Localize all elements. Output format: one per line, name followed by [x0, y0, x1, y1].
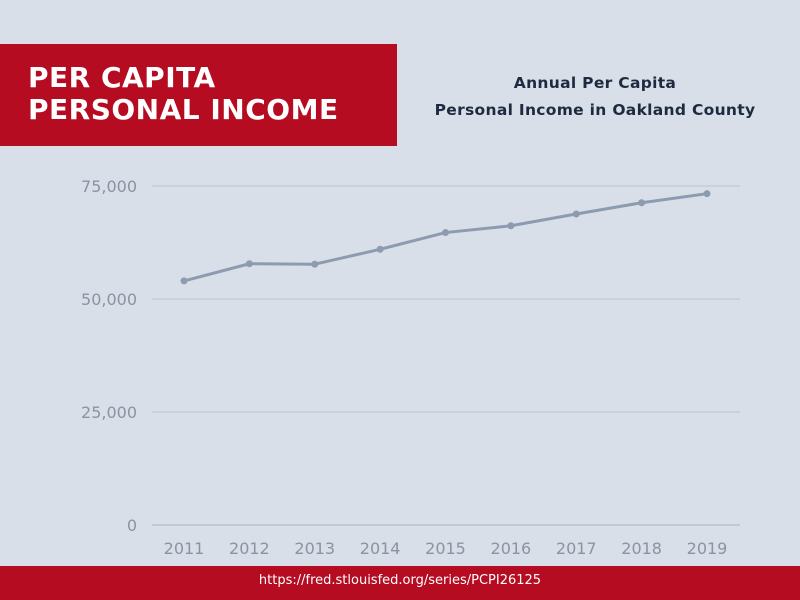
data-point [442, 229, 449, 237]
line-chart: 0 25,000 50,000 75,000 2011 2012 2013 2014 2015… [81, 177, 740, 558]
data-point [245, 260, 253, 268]
data-point [311, 260, 319, 268]
subtitle-line-1: Annual Per Capita [513, 74, 677, 92]
y-tick-label: 75,000 [81, 177, 137, 196]
x-tick-label: 2014 [360, 539, 401, 558]
data-point [507, 222, 515, 230]
data-point [180, 277, 188, 285]
data-series [180, 190, 711, 285]
x-tick-label: 2018 [621, 539, 662, 558]
x-tick-label: 2015 [425, 539, 466, 558]
x-axis-tick-labels: 2011 2012 2013 2014 2015 2016 2017 2018 2019 [164, 539, 728, 558]
y-tick-label: 0 [127, 516, 137, 535]
x-tick-label: 2012 [229, 539, 270, 558]
data-point [572, 210, 580, 218]
title-line-2: PERSONAL INCOME [28, 93, 339, 126]
gridlines [152, 185, 740, 526]
title-line-1: PER CAPITA [28, 61, 216, 94]
y-tick-label: 25,000 [81, 403, 137, 422]
subtitle-line-2: Personal Income in Oakland County [434, 101, 756, 119]
chart-subtitle: Annual Per Capita Personal Income in Oak… [420, 70, 770, 124]
x-tick-label: 2016 [491, 539, 532, 558]
data-point [376, 245, 384, 253]
y-axis-tick-labels: 0 25,000 50,000 75,000 [81, 177, 137, 535]
footer-bar: https://fred.stlouisfed.org/series/PCPI2… [0, 566, 800, 600]
data-point [638, 199, 646, 207]
x-tick-label: 2019 [687, 539, 728, 558]
x-tick-label: 2013 [294, 539, 335, 558]
source-url[interactable]: https://fred.stlouisfed.org/series/PCPI2… [258, 573, 542, 588]
title-banner: PER CAPITA PERSONAL INCOME [0, 44, 397, 146]
series-line [183, 192, 708, 283]
data-point [703, 190, 711, 198]
x-tick-label: 2017 [556, 539, 597, 558]
y-tick-label: 50,000 [81, 290, 137, 309]
x-tick-label: 2011 [164, 539, 205, 558]
